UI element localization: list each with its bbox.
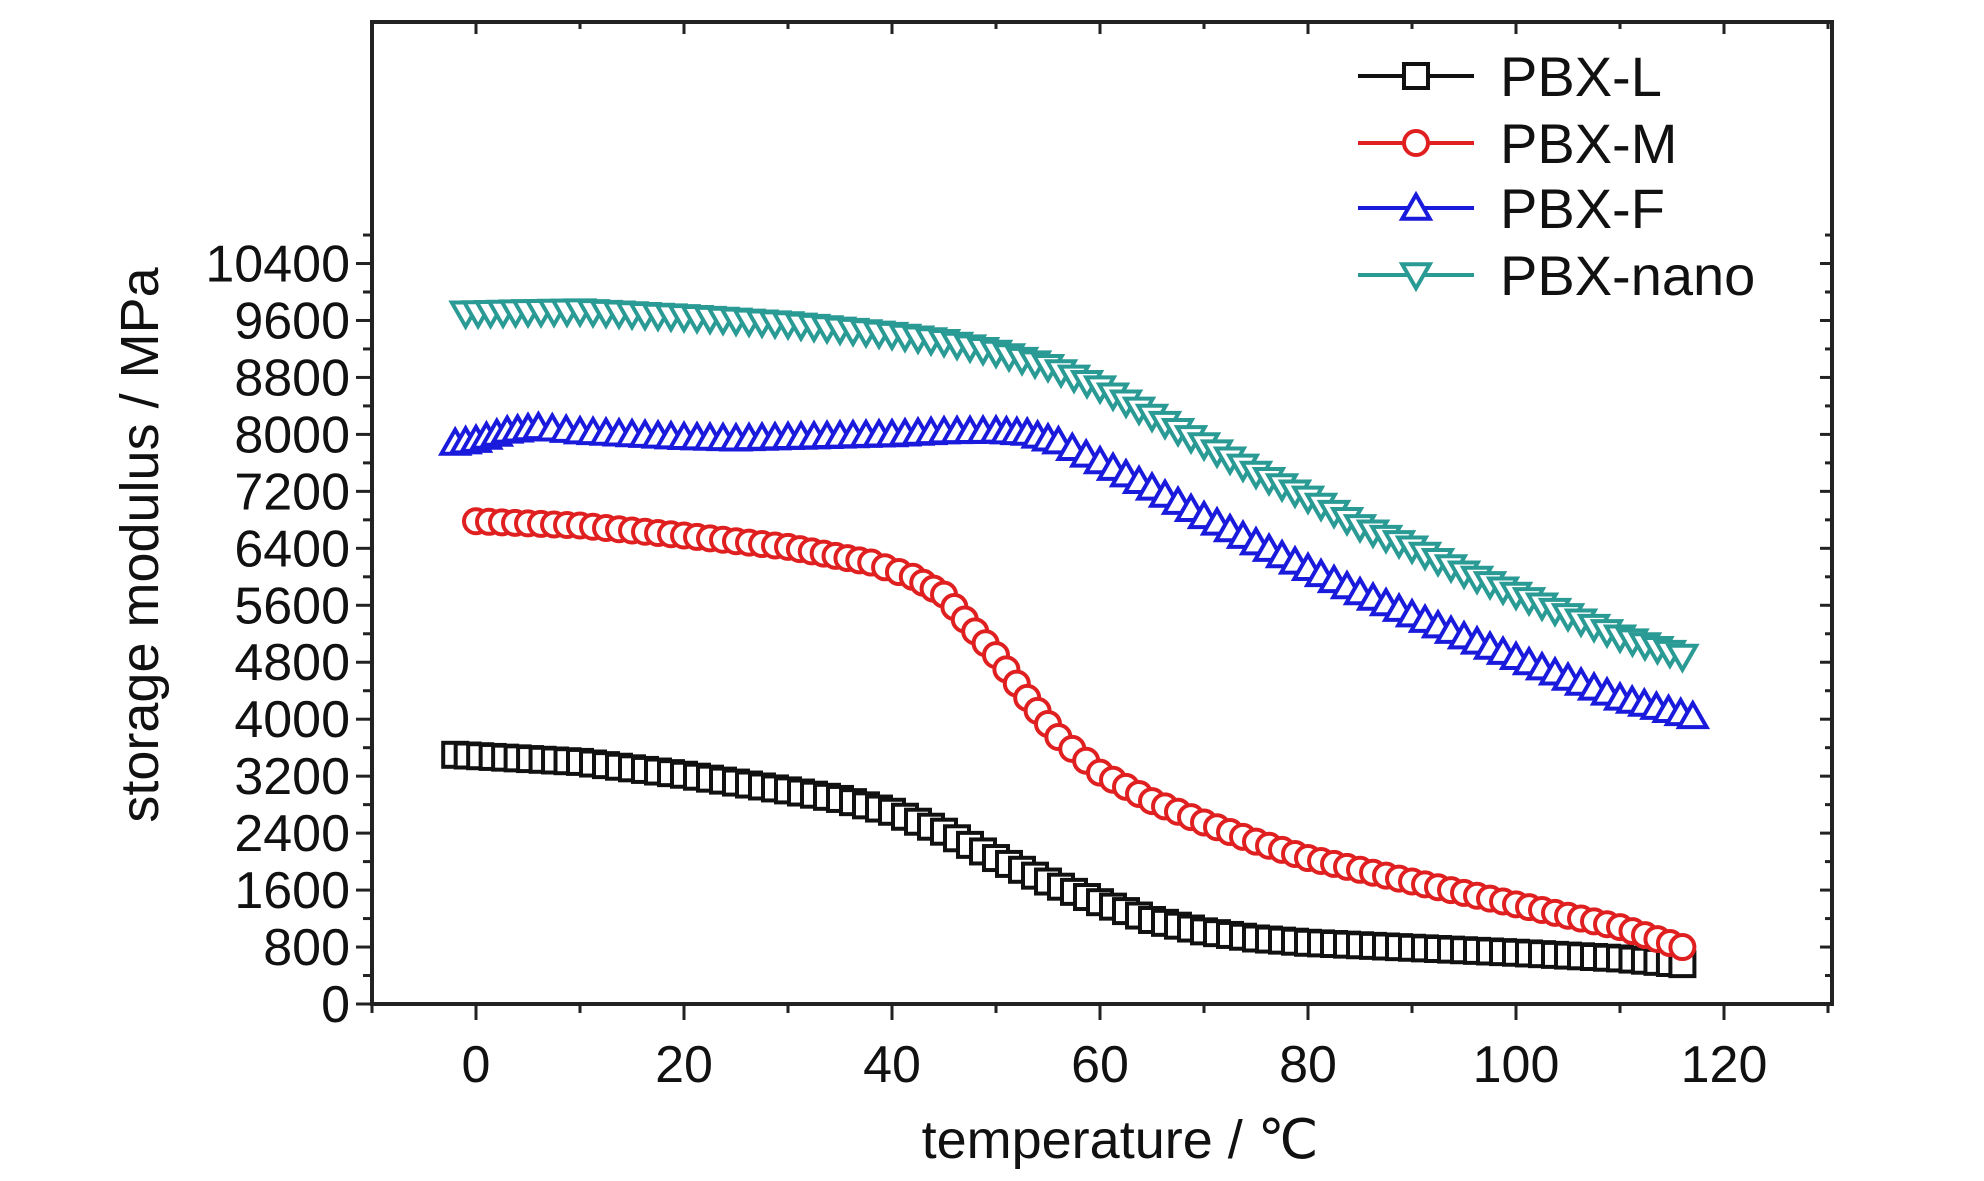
x-tick-label: 120 [1681,1036,1768,1094]
legend-item: PBX-nano [1358,244,1755,307]
x-tick-label: 20 [655,1036,713,1094]
y-tick-label: 0 [321,976,350,1034]
data-point [1665,643,1700,674]
y-axis: 0800160024003200400048005600640072008000… [205,233,1832,1034]
y-tick-label: 6400 [234,520,350,578]
legend-label: PBX-F [1500,177,1665,240]
x-tick-label: 0 [462,1036,491,1094]
y-tick-label: 2400 [234,805,350,863]
x-tick-label: 60 [1071,1036,1129,1094]
y-tick-label: 4800 [234,634,350,692]
legend-label: PBX-nano [1500,244,1755,307]
y-tick-label: 8000 [234,406,350,464]
legend-item: PBX-F [1358,177,1665,240]
x-tick-label: 80 [1279,1036,1337,1094]
x-tick-label: 100 [1473,1036,1560,1094]
series-PBX-nano [448,298,1700,674]
legend-item: PBX-L [1358,45,1662,108]
plot-area [370,20,1834,1006]
series-PBX-F [437,410,1711,730]
legend-item: PBX-M [1358,112,1677,175]
series-PBX-L [441,740,1697,979]
data-point [1668,933,1697,962]
legend-marker [1398,262,1434,293]
series-PBX-M [462,507,1697,962]
y-tick-label: 3200 [234,748,350,806]
y-tick-label: 8800 [234,349,350,407]
y-tick-label: 5600 [234,577,350,635]
legend-marker [1398,190,1434,221]
legend-marker [1402,129,1430,157]
y-tick-label: 800 [263,919,350,977]
y-tick-label: 9600 [234,292,350,350]
legend-marker [1402,62,1430,90]
y-axis-label: storage modulus / MPa [110,266,170,822]
legend-label: PBX-L [1500,45,1662,108]
x-axis: 0 20 40 60 80 100 120 [370,22,1830,1094]
x-axis-label: temperature / ℃ [922,1110,1319,1170]
x-tick-label: 40 [863,1036,921,1094]
y-tick-label: 7200 [234,463,350,521]
series-layer [437,298,1711,979]
data-point [1675,699,1711,730]
y-tick-label: 4000 [234,691,350,749]
y-tick-label: 1600 [234,862,350,920]
legend-label: PBX-M [1500,112,1677,175]
y-tick-label: 10400 [205,236,350,294]
